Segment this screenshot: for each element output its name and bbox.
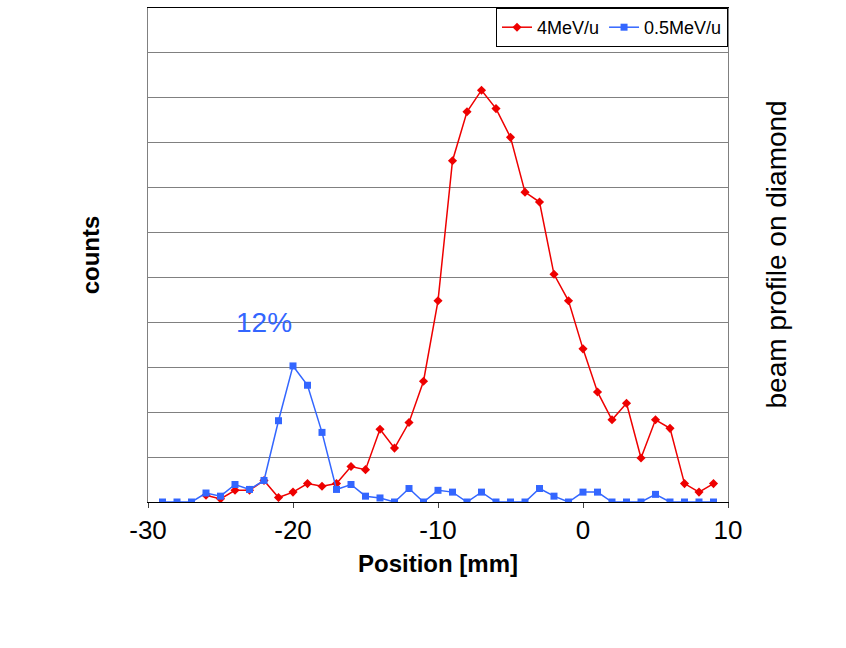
svg-text:0.5MeV/u: 0.5MeV/u [644, 18, 721, 38]
svg-text:12%: 12% [236, 307, 292, 338]
svg-text:-10: -10 [419, 515, 457, 545]
svg-text:-20: -20 [274, 515, 312, 545]
svg-text:Position [mm]: Position [mm] [358, 550, 518, 577]
svg-text:beam profile on diamond: beam profile on diamond [761, 100, 792, 408]
svg-text:counts: counts [77, 216, 104, 295]
svg-text:4MeV/u: 4MeV/u [537, 18, 599, 38]
svg-text:10: 10 [714, 515, 743, 545]
svg-text:-30: -30 [129, 515, 167, 545]
svg-text:0: 0 [576, 515, 590, 545]
